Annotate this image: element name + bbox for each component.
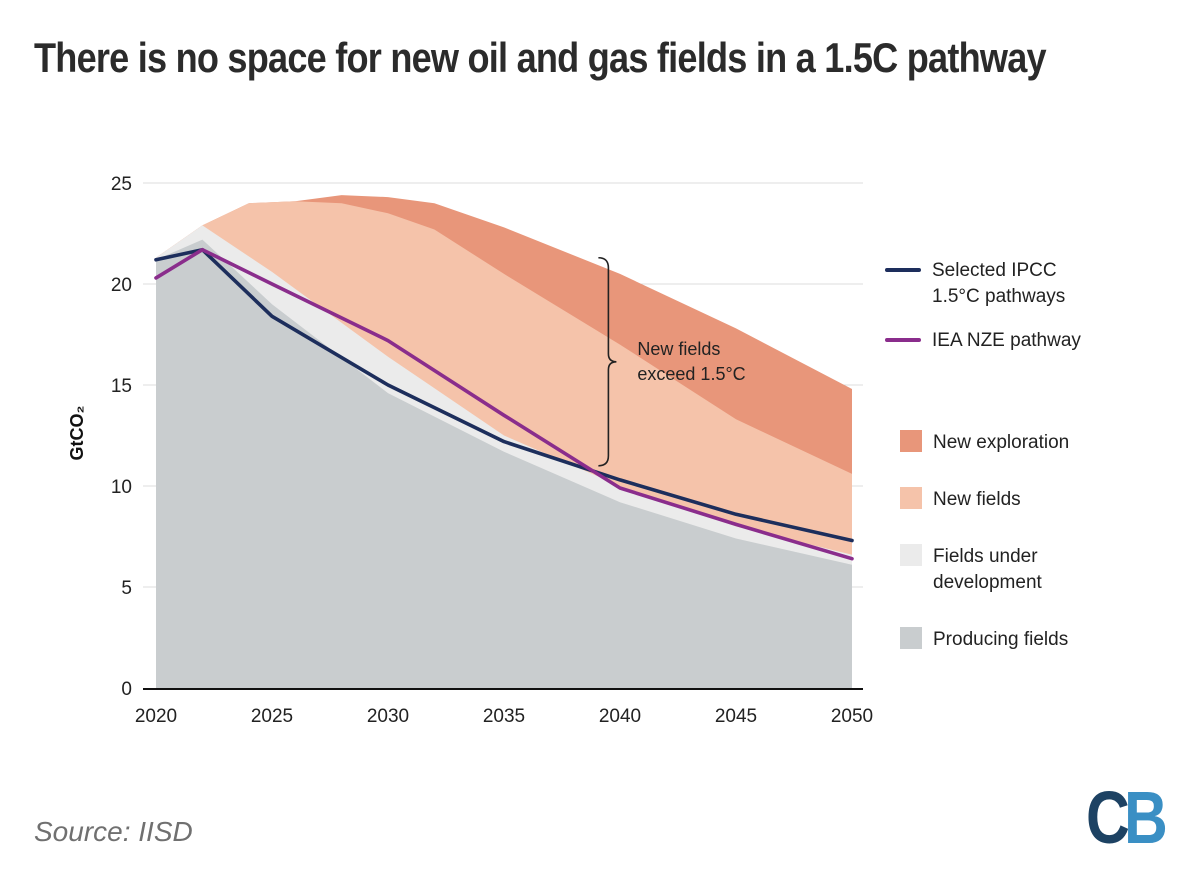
x-tick-label: 2035 (483, 706, 525, 727)
legend-item-fields-under-development: Fields under development (900, 544, 1042, 596)
x-tick-label: 2050 (831, 706, 873, 727)
legend-label-iea: IEA NZE pathway (932, 330, 1081, 351)
legend-swatch-iea (885, 338, 921, 342)
legend-item-iea: IEA NZE pathway (885, 328, 1081, 354)
legend-label-new-exploration: New exploration (933, 432, 1070, 453)
legend-item-new-exploration: New exploration (900, 430, 1069, 456)
y-tick-label: 5 (121, 578, 132, 599)
x-tick-label: 2045 (715, 706, 757, 727)
source-note: Source: IISD (34, 816, 193, 847)
logo-letter-c: C (1086, 776, 1130, 859)
line-iea-nze-pathway (154, 247, 854, 561)
legend-swatch-new-fields (900, 487, 922, 509)
annotation-line2: exceed 1.5°C (637, 364, 745, 384)
x-tick-label: 2030 (367, 706, 409, 727)
legend-item-ipcc: Selected IPCC 1.5°C pathways (885, 258, 1065, 310)
x-tick-label: 2020 (135, 706, 177, 727)
legend-label-producing-fields: Producing fields (933, 629, 1069, 650)
chart-title: There is no space for new oil and gas fi… (34, 34, 1047, 81)
legend-label-dev-line1: Fields under (933, 546, 1038, 567)
legend-item-new-fields: New fields (900, 487, 1021, 513)
carbon-brief-logo: C B (1086, 776, 1172, 859)
y-tick-label: 15 (111, 376, 132, 397)
legend-label-ipcc-line2: 1.5°C pathways (932, 286, 1066, 307)
legend-swatch-ipcc (885, 268, 921, 272)
y-tick-label: 0 (121, 679, 132, 700)
y-tick-label: 25 (111, 174, 132, 195)
legend-label-ipcc-line1: Selected IPCC (932, 260, 1057, 281)
legend-swatch-producing-fields (900, 627, 922, 649)
legend-swatch-fields-under-development (900, 544, 922, 566)
y-axis-title: GtCO₂ (67, 406, 87, 461)
legend-label-dev-line2: development (933, 572, 1042, 593)
bracket-annotation (598, 256, 617, 467)
legend-swatch-new-exploration (900, 430, 922, 452)
line-series (154, 247, 854, 561)
logo-letter-b: B (1124, 776, 1168, 859)
line-selected-ipcc-1-5-c-pathways (154, 247, 854, 543)
x-tick-label: 2040 (599, 706, 641, 727)
annotation-line1: New fields (637, 339, 720, 359)
legend-item-producing-fields: Producing fields (900, 627, 1068, 653)
y-tick-label: 10 (111, 477, 132, 498)
y-tick-label: 20 (111, 275, 132, 296)
legend-label-new-fields: New fields (933, 489, 1021, 510)
x-tick-label: 2025 (251, 706, 293, 727)
annotation-group: New fields exceed 1.5°C (598, 256, 746, 467)
